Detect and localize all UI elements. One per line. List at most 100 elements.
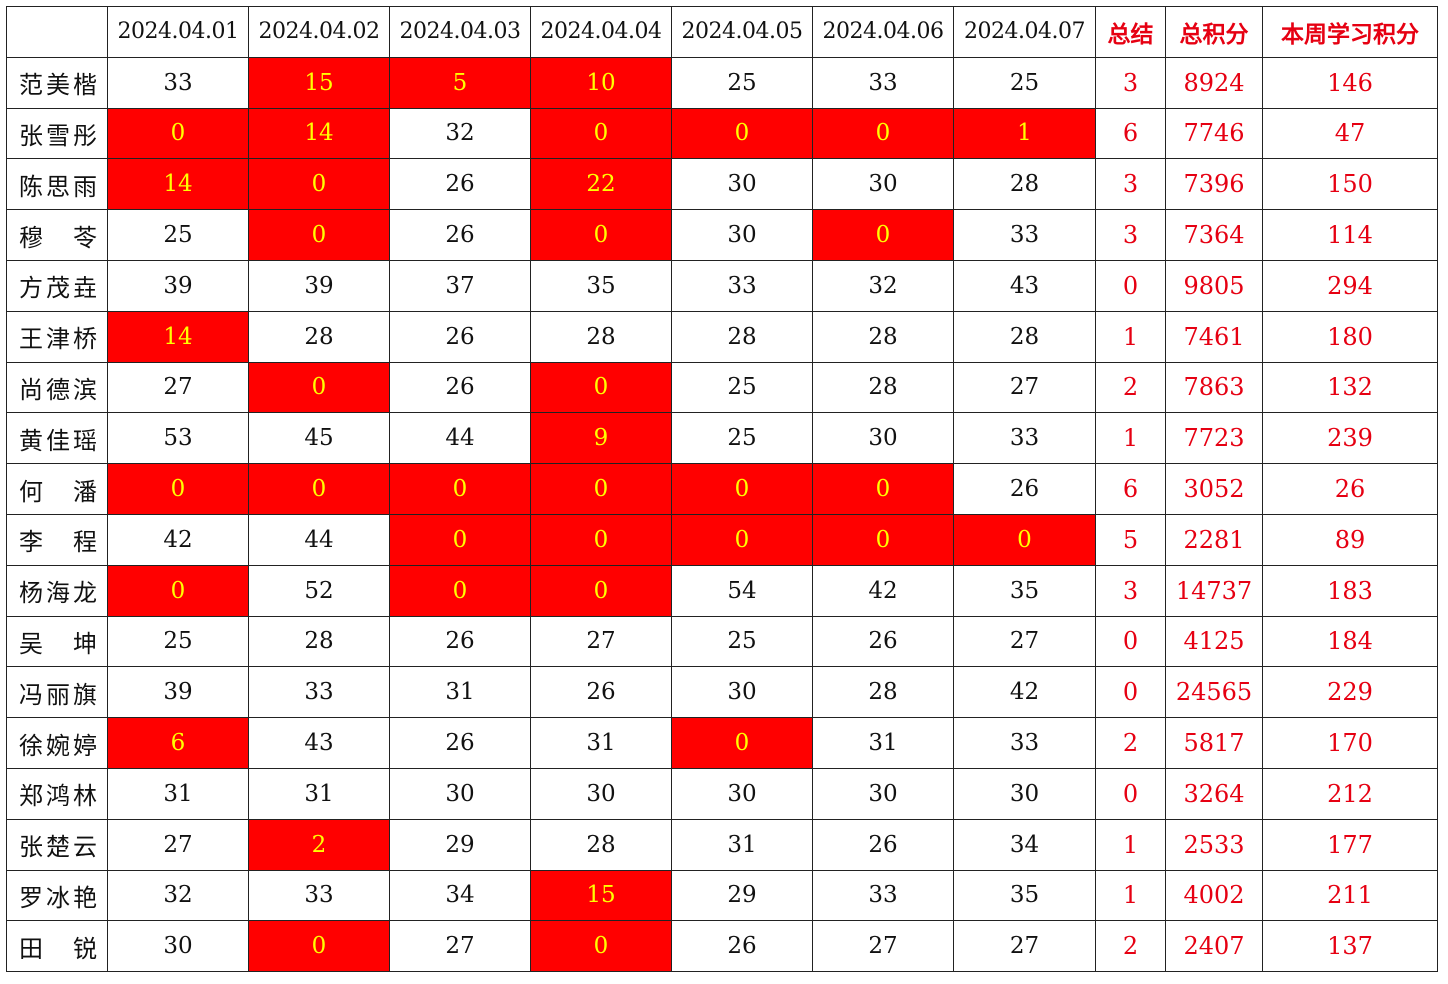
student-name: 李程 (6, 513, 108, 566)
daily-score: 28 (953, 310, 1096, 363)
header-date: 2024.04.06 (812, 6, 954, 58)
total-score: 4125 (1165, 615, 1263, 668)
daily-score: 26 (389, 361, 531, 414)
daily-score: 26 (530, 666, 672, 719)
daily-score: 0 (812, 107, 954, 160)
summary-count: 0 (1095, 666, 1166, 719)
daily-score: 0 (530, 920, 672, 973)
weekly-score: 47 (1262, 107, 1438, 160)
daily-score: 6 (107, 717, 249, 769)
table-row: 王津桥 14 28 26 28 28 28 28 1 7461 180 (6, 310, 1438, 363)
header-date: 2024.04.01 (107, 6, 249, 58)
student-name: 徐婉婷 (6, 717, 108, 769)
summary-count: 2 (1095, 717, 1166, 769)
daily-score: 30 (530, 767, 672, 820)
total-score: 3264 (1165, 767, 1263, 820)
daily-score: 27 (953, 920, 1096, 973)
weekly-score: 239 (1262, 412, 1438, 465)
daily-score: 30 (389, 767, 531, 820)
table-row: 范美楷 33 15 5 10 25 33 25 3 8924 146 (6, 56, 1438, 109)
daily-score: 31 (248, 767, 390, 820)
daily-score: 0 (953, 513, 1096, 566)
daily-score: 25 (107, 615, 249, 668)
daily-score: 28 (248, 615, 390, 668)
header-date: 2024.04.04 (530, 6, 672, 58)
daily-score: 43 (953, 259, 1096, 312)
daily-score: 27 (107, 818, 249, 871)
table-row: 陈思雨 14 0 26 22 30 30 28 3 7396 150 (6, 158, 1438, 211)
daily-score: 5 (389, 56, 531, 109)
total-score: 4002 (1165, 869, 1263, 922)
weekly-score: 294 (1262, 259, 1438, 312)
total-score: 14737 (1165, 564, 1263, 617)
total-score: 7461 (1165, 310, 1263, 363)
daily-score: 27 (953, 615, 1096, 668)
daily-score: 0 (812, 209, 954, 261)
student-name: 黄佳瑶 (6, 412, 108, 465)
total-score: 5817 (1165, 717, 1263, 769)
student-name: 罗冰艳 (6, 869, 108, 922)
student-name: 田锐 (6, 920, 108, 973)
summary-count: 3 (1095, 158, 1166, 211)
daily-score: 26 (389, 615, 531, 668)
daily-score: 0 (530, 463, 672, 515)
summary-count: 2 (1095, 361, 1166, 414)
daily-score: 0 (248, 209, 390, 261)
table-row: 张雪彤 0 14 32 0 0 0 1 6 7746 47 (6, 107, 1438, 160)
daily-score: 25 (671, 412, 813, 465)
student-name: 张雪彤 (6, 107, 108, 160)
student-name: 王津桥 (6, 310, 108, 363)
daily-score: 35 (953, 564, 1096, 617)
daily-score: 0 (107, 107, 249, 160)
weekly-score: 180 (1262, 310, 1438, 363)
daily-score: 31 (107, 767, 249, 820)
summary-count: 3 (1095, 564, 1166, 617)
total-score: 2407 (1165, 920, 1263, 973)
weekly-score: 184 (1262, 615, 1438, 668)
daily-score: 33 (248, 869, 390, 922)
header-date: 2024.04.07 (953, 6, 1096, 58)
daily-score: 28 (248, 310, 390, 363)
daily-score: 29 (671, 869, 813, 922)
header-total: 总积分 (1165, 6, 1263, 58)
daily-score: 30 (107, 920, 249, 973)
summary-count: 6 (1095, 463, 1166, 515)
table-row: 李程 42 44 0 0 0 0 0 5 2281 89 (6, 513, 1438, 566)
daily-score: 26 (812, 818, 954, 871)
header-blank (6, 6, 108, 58)
daily-score: 0 (248, 158, 390, 211)
student-name: 张楚云 (6, 818, 108, 871)
daily-score: 30 (812, 767, 954, 820)
daily-score: 33 (248, 666, 390, 719)
header-summary: 总结 (1095, 6, 1166, 58)
daily-score: 31 (812, 717, 954, 769)
daily-score: 14 (248, 107, 390, 160)
daily-score: 28 (530, 310, 672, 363)
daily-score: 0 (671, 107, 813, 160)
daily-score: 0 (248, 361, 390, 414)
total-score: 7364 (1165, 209, 1263, 261)
daily-score: 28 (530, 818, 672, 871)
daily-score: 39 (248, 259, 390, 312)
total-score: 7746 (1165, 107, 1263, 160)
daily-score: 31 (530, 717, 672, 769)
daily-score: 42 (953, 666, 1096, 719)
student-name: 杨海龙 (6, 564, 108, 617)
total-score: 7723 (1165, 412, 1263, 465)
summary-count: 3 (1095, 56, 1166, 109)
score-table: 2024.04.01 2024.04.02 2024.04.03 2024.04… (6, 6, 1438, 973)
header-date: 2024.04.03 (389, 6, 531, 58)
total-score: 24565 (1165, 666, 1263, 719)
daily-score: 30 (812, 158, 954, 211)
daily-score: 29 (389, 818, 531, 871)
student-name: 范美楷 (6, 56, 108, 109)
table-row: 冯丽旗 39 33 31 26 30 28 42 0 24565 229 (6, 666, 1438, 719)
daily-score: 0 (530, 107, 672, 160)
daily-score: 30 (671, 666, 813, 719)
student-name: 吴坤 (6, 615, 108, 668)
daily-score: 45 (248, 412, 390, 465)
student-name: 郑鸿林 (6, 767, 108, 820)
daily-score: 33 (812, 56, 954, 109)
weekly-score: 212 (1262, 767, 1438, 820)
daily-score: 33 (107, 56, 249, 109)
